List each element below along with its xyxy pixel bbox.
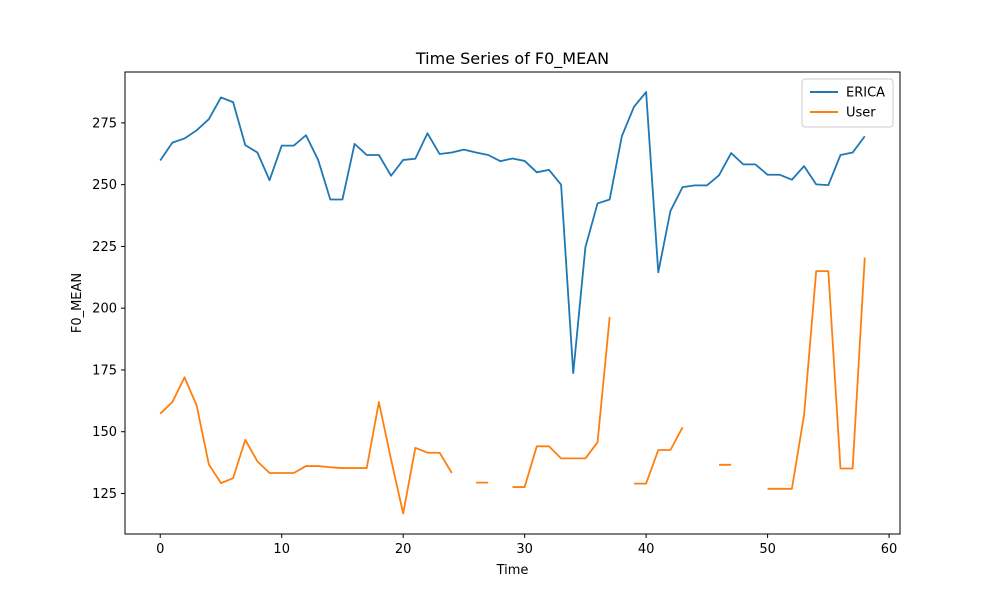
y-tick-label: 125	[92, 487, 117, 502]
y-tick-label: 225	[92, 240, 117, 255]
x-tick-label: 40	[638, 542, 655, 557]
x-tick-label: 30	[516, 542, 533, 557]
y-axis: 125 150 175 200 225 250 275	[92, 116, 125, 502]
legend-label: User	[846, 106, 876, 121]
y-tick-label: 175	[92, 363, 117, 378]
y-axis-label: F0_MEAN	[70, 273, 85, 333]
series-layer	[159, 91, 866, 515]
chart-title: Time Series of F0_MEAN	[415, 49, 609, 69]
y-tick-label: 275	[92, 116, 117, 131]
x-axis-label: Time	[496, 563, 529, 578]
plot-area	[125, 72, 900, 534]
y-tick-label: 150	[92, 425, 117, 440]
x-tick-label: 10	[273, 542, 290, 557]
x-tick-label: 20	[395, 542, 412, 557]
series-line-erica	[159, 91, 866, 375]
x-tick-label: 0	[156, 542, 164, 557]
y-tick-label: 200	[92, 302, 117, 317]
x-tick-label: 50	[759, 542, 776, 557]
legend: ERICA User	[801, 78, 894, 128]
x-tick-label: 60	[881, 542, 898, 557]
plot-frame	[124, 71, 901, 535]
x-axis: 0 10 20 30 40 50 60	[156, 534, 897, 557]
series-line-user	[159, 257, 866, 515]
legend-label: ERICA	[846, 86, 885, 101]
y-tick-label: 250	[92, 178, 117, 193]
